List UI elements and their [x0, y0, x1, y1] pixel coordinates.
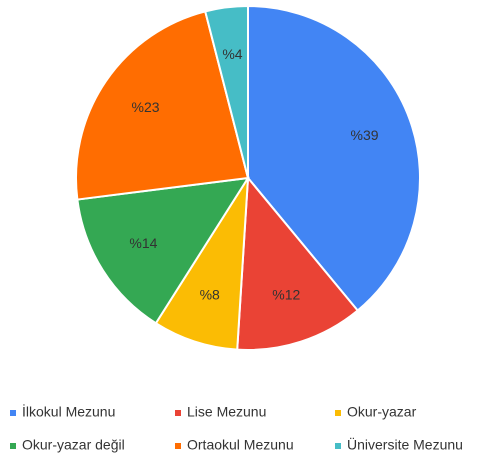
pie-slice	[76, 176, 250, 325]
legend-label: İlkokul Mezunu	[22, 403, 115, 420]
legend-label: Üniversite Mezunu	[347, 436, 463, 453]
legend-marker	[335, 443, 341, 449]
slice-label: %12	[272, 286, 300, 302]
legend-label: Ortaokul Mezunu	[187, 437, 294, 453]
legend-marker	[335, 410, 341, 416]
legend-label: Okur-yazar değil	[22, 437, 125, 453]
pie-slice	[247, 4, 421, 312]
slice-label: %39	[351, 127, 379, 143]
pie-slice	[75, 10, 250, 201]
slice-label: %4	[222, 46, 242, 62]
slice-label: %8	[200, 286, 220, 302]
legend-marker	[10, 410, 16, 416]
pie-slice	[204, 4, 249, 179]
pie-slice	[236, 175, 360, 351]
slice-label: %14	[129, 235, 157, 251]
legend-label: Okur-yazar	[347, 404, 417, 420]
legend-marker	[175, 443, 181, 449]
legend-label: Lise Mezunu	[187, 404, 266, 420]
legend-marker	[175, 410, 181, 416]
legend-marker	[10, 443, 16, 449]
slice-label: %23	[132, 99, 160, 115]
